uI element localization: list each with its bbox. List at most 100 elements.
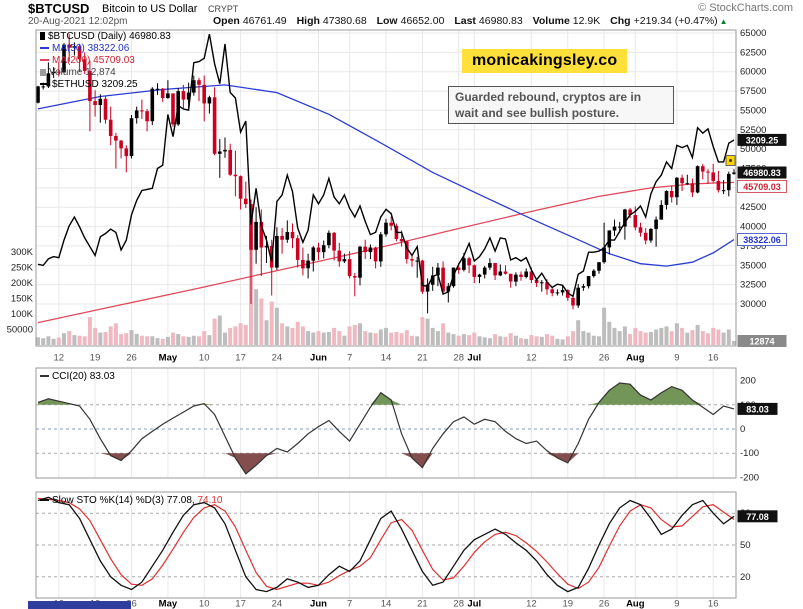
candlestick-icon <box>40 32 45 41</box>
candle-body <box>555 292 560 294</box>
volume-bar <box>93 327 98 345</box>
cci-oversold-fill <box>38 453 734 474</box>
candle-body <box>316 247 321 253</box>
candle-body <box>140 110 144 112</box>
volume-bar <box>597 336 601 345</box>
x-axis-label: 17 <box>235 599 246 609</box>
candle-body <box>420 260 425 292</box>
volume-bar <box>545 334 549 345</box>
volume-bar <box>228 327 233 345</box>
volume-bar <box>461 334 466 345</box>
volume-bar <box>347 326 352 345</box>
quote-high-label: High <box>296 15 320 27</box>
x-axis-label: 9 <box>674 599 679 609</box>
volume-bar <box>332 327 337 345</box>
vol-price-tag: 12874 <box>749 337 774 347</box>
ma50-price-tag-bg <box>737 233 787 246</box>
volume-bar <box>342 335 347 345</box>
cci-value-tag: 83.03 <box>746 404 769 414</box>
volume-bar <box>493 334 498 345</box>
candle-body <box>415 260 419 262</box>
volume-bar <box>181 336 186 345</box>
candle-body <box>425 284 430 292</box>
candle-body <box>617 226 622 228</box>
candle-body <box>212 97 217 154</box>
sto-label: Slow STO %K(14) %D(3) <box>52 495 165 506</box>
x-axis-label: Jun <box>310 353 327 364</box>
volume-bar <box>591 335 596 345</box>
volume-bar <box>191 335 196 345</box>
candle-body <box>675 177 679 198</box>
volume-axis-label: 50000 <box>7 325 33 336</box>
volume-bar <box>571 331 575 345</box>
candle-body <box>295 238 300 260</box>
candle-body <box>638 227 643 233</box>
volume-bar <box>513 335 518 345</box>
volume-bar <box>617 331 622 345</box>
x-axis-label: 14 <box>381 599 392 609</box>
quote-last-value: 46980.83 <box>478 15 523 27</box>
x-axis-label: 12 <box>54 353 65 364</box>
ma200-line-icon <box>40 59 49 62</box>
volume-bar <box>269 301 274 345</box>
candle-body <box>254 221 258 250</box>
candle-body <box>290 232 295 239</box>
volume-bar <box>425 318 430 345</box>
volume-bar <box>482 337 487 346</box>
candle-body <box>669 191 674 198</box>
candle-body <box>301 259 305 269</box>
volume-bar <box>129 330 134 345</box>
x-axis-label: 16 <box>708 353 719 364</box>
volume-bar <box>410 335 414 345</box>
price-axis-label: 52500 <box>740 125 766 136</box>
volume-bar <box>134 333 139 345</box>
sto-k-line <box>37 496 735 593</box>
quote-volume-label: Volume <box>532 15 570 27</box>
candle-body <box>482 267 487 275</box>
sto-k-value: 77.08, <box>166 495 195 506</box>
price-axis-label: 40000 <box>740 222 766 233</box>
candle-body <box>82 59 87 71</box>
volume-bar <box>529 335 534 345</box>
candle-body <box>456 267 461 270</box>
volume-bar <box>435 331 440 345</box>
candle-body <box>171 93 175 125</box>
volume-axis-label: 150K <box>11 294 34 305</box>
exchange-label: CRYPT <box>208 4 239 14</box>
volume-bar <box>160 338 165 345</box>
x-axis-label: 26 <box>599 599 610 609</box>
candle-body <box>181 91 186 100</box>
candle-body <box>218 151 222 154</box>
cci-line <box>37 382 735 475</box>
sto-d-value: 74.10 <box>197 495 223 506</box>
candle-body <box>405 241 409 260</box>
x-axis-label: Jul <box>467 599 481 609</box>
annotation-note-line1: Guarded rebound, cryptos are in <box>455 90 642 104</box>
legend-eth-label: $ETHUSD <box>52 79 99 90</box>
candle-body <box>529 271 534 280</box>
volume-bar <box>467 335 472 345</box>
volume-bars <box>36 233 736 346</box>
bottom-blue-bar <box>28 601 131 609</box>
volume-bar <box>524 338 529 345</box>
volume-bar <box>680 327 685 345</box>
quote-high-value: 47380.68 <box>322 15 367 27</box>
candle-body <box>493 263 497 276</box>
candle-body <box>436 267 440 276</box>
candle-body <box>659 204 664 220</box>
quote-open-label: Open <box>213 15 240 27</box>
x-axis-label: Aug <box>626 353 645 364</box>
cci-axis-label: 200 <box>740 376 756 387</box>
candle-body <box>285 232 290 240</box>
volume-bar <box>638 331 643 345</box>
candle-body <box>337 250 342 262</box>
candle-body <box>114 136 118 141</box>
volume-bar <box>254 289 259 345</box>
volume-bar <box>113 323 118 345</box>
x-axis-label: 17 <box>235 353 246 364</box>
volume-bar <box>550 335 555 345</box>
candle-body <box>441 267 445 292</box>
legend-symbol-row: $BTCUSD (Daily) 46980.83 <box>40 31 171 43</box>
volume-bar <box>711 327 716 345</box>
price-axis-label: 60000 <box>740 67 766 78</box>
